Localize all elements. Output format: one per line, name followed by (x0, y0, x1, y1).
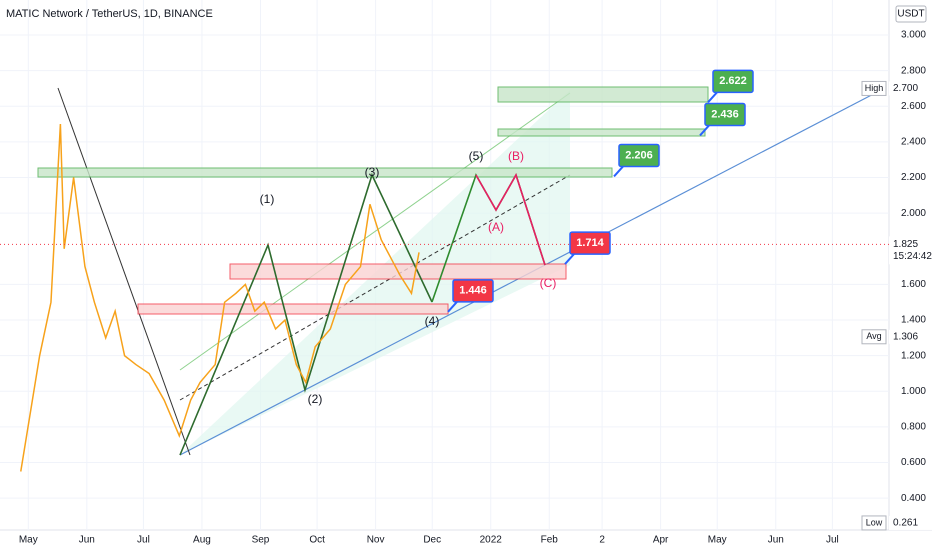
target-label: 1.446 (459, 285, 487, 297)
y-tick-label: 2.200 (901, 172, 926, 183)
target-box (704, 102, 746, 127)
target-arrow (564, 253, 575, 265)
marker-box (861, 80, 887, 96)
marker-value: 2.700 (893, 83, 918, 94)
marker-value-box (889, 81, 932, 96)
target-box (569, 231, 611, 255)
y-tick-label: 2.800 (901, 65, 926, 76)
y-tick-label: 1.400 (901, 315, 926, 326)
x-tick-label: Apr (653, 535, 669, 546)
marker-value: 0.261 (893, 518, 918, 529)
wave-label: (3) (365, 165, 380, 179)
marker-name: Avg (866, 331, 881, 341)
target-arrow (707, 91, 718, 104)
y-tick-label: 2.400 (901, 137, 926, 148)
wave-label: (C) (540, 276, 557, 290)
y-tick-label: 0.400 (901, 493, 926, 504)
target-box (712, 69, 754, 94)
x-tick-label: May (708, 535, 727, 546)
channel-upper (179, 92, 571, 371)
wave-label: (2) (308, 392, 323, 406)
zone (37, 167, 613, 178)
x-tick-label: 2 (599, 535, 605, 546)
marker-name: High (865, 83, 884, 93)
currency-box (895, 5, 927, 23)
marker-value-box (889, 515, 932, 530)
last-price: 1.825 (893, 239, 918, 250)
zone (497, 86, 709, 103)
target-label: 2.436 (711, 108, 739, 120)
x-tick-label: Oct (309, 535, 325, 546)
x-tick-label: Feb (541, 535, 559, 546)
price-line (20, 124, 420, 472)
currency: USDT (897, 9, 924, 20)
x-tick-label: Dec (423, 535, 441, 546)
target-box (452, 279, 494, 303)
wave-label: (5) (469, 149, 484, 163)
marker-box (861, 329, 887, 345)
y-tick-label: 0.800 (901, 422, 926, 433)
marker-value: 1.306 (893, 331, 918, 342)
marker-value-box (889, 329, 932, 344)
x-tick-label: Jul (826, 535, 839, 546)
y-tick-label: 2.000 (901, 208, 926, 219)
zone (137, 303, 449, 315)
wave-path (179, 172, 433, 456)
x-tick-label: Nov (367, 535, 385, 546)
x-tick-label: Sep (252, 535, 270, 546)
last-price-box (889, 236, 932, 265)
y-tick-label: 0.600 (901, 457, 926, 468)
target-label: 2.622 (719, 75, 747, 87)
trend-line (57, 87, 191, 456)
x-tick-label: Jun (768, 535, 784, 546)
target-label: 1.714 (576, 237, 604, 249)
y-tick-label: 1.000 (901, 386, 926, 397)
x-tick-label: Aug (193, 535, 211, 546)
target-arrow (447, 301, 458, 313)
y-tick-label: 1.600 (901, 279, 926, 290)
channel-mid (179, 174, 571, 401)
x-tick-label: Jun (79, 535, 95, 546)
target-arrow (699, 124, 710, 137)
y-tick-label: 1.200 (901, 350, 926, 361)
x-tick-label: May (19, 535, 38, 546)
target-box (618, 143, 660, 168)
wave-label: (1) (260, 192, 275, 206)
x-tick-label: 2022 (480, 535, 503, 546)
marker-name: Low (866, 517, 883, 527)
wave-label: (4) (425, 314, 440, 328)
marker-box (861, 515, 887, 531)
correction (475, 173, 546, 266)
wave-label: (B) (508, 149, 524, 163)
chart-title: MATIC Network / TetherUS, 1D, BINANCE (6, 8, 213, 20)
y-tick-label: 2.600 (901, 101, 926, 112)
y-tick-label: 3.000 (901, 30, 926, 41)
wave-label: (A) (488, 220, 504, 234)
zone (497, 128, 706, 137)
target-label: 2.206 (625, 149, 653, 161)
countdown: 15:24:42 (893, 251, 932, 262)
target-arrow (613, 165, 624, 178)
x-tick-label: Jul (137, 535, 150, 546)
